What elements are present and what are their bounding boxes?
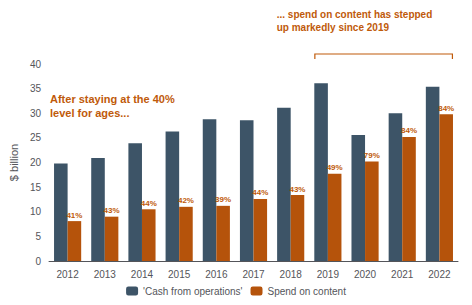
svg-text:2018: 2018 (280, 269, 303, 280)
svg-text:2013: 2013 (94, 269, 117, 280)
svg-text:... spend on content has stepp: ... spend on content has stepped (277, 9, 433, 20)
svg-text:43%: 43% (104, 206, 120, 215)
svg-text:Spend on content: Spend on content (268, 286, 347, 297)
svg-text:25: 25 (30, 132, 42, 143)
svg-text:10: 10 (30, 206, 42, 217)
svg-text:2020: 2020 (354, 269, 377, 280)
svg-text:20: 20 (30, 157, 42, 168)
svg-text:2017: 2017 (242, 269, 265, 280)
svg-text:35: 35 (30, 83, 42, 94)
svg-text:2016: 2016 (205, 269, 228, 280)
svg-text:42%: 42% (178, 196, 194, 205)
svg-text:44%: 44% (252, 188, 268, 197)
svg-text:2019: 2019 (317, 269, 340, 280)
svg-text:2021: 2021 (391, 269, 414, 280)
svg-text:44%: 44% (141, 199, 157, 208)
svg-text:0: 0 (35, 256, 41, 267)
svg-text:30: 30 (30, 108, 42, 119)
svg-text:43%: 43% (289, 185, 305, 194)
svg-text:2012: 2012 (56, 269, 79, 280)
svg-text:2014: 2014 (131, 269, 154, 280)
svg-text:up markedly since 2019: up markedly since 2019 (277, 22, 390, 33)
svg-text:40: 40 (30, 59, 42, 70)
svg-text:39%: 39% (215, 195, 231, 204)
svg-text:2015: 2015 (168, 269, 191, 280)
svg-text:84%: 84% (401, 126, 417, 135)
svg-text:After staying at the 40%: After staying at the 40% (50, 93, 175, 105)
svg-text:5: 5 (35, 231, 41, 242)
svg-text:level for ages...: level for ages... (50, 107, 129, 119)
svg-text:84%: 84% (438, 104, 454, 113)
svg-text:2022: 2022 (428, 269, 451, 280)
svg-text:79%: 79% (364, 151, 380, 160)
svg-text:15: 15 (30, 182, 42, 193)
svg-text:41%: 41% (66, 211, 82, 220)
svg-text:'Cash from operations': 'Cash from operations' (143, 286, 243, 297)
svg-text:49%: 49% (327, 163, 343, 172)
svg-text:$ billion: $ billion (8, 144, 20, 181)
